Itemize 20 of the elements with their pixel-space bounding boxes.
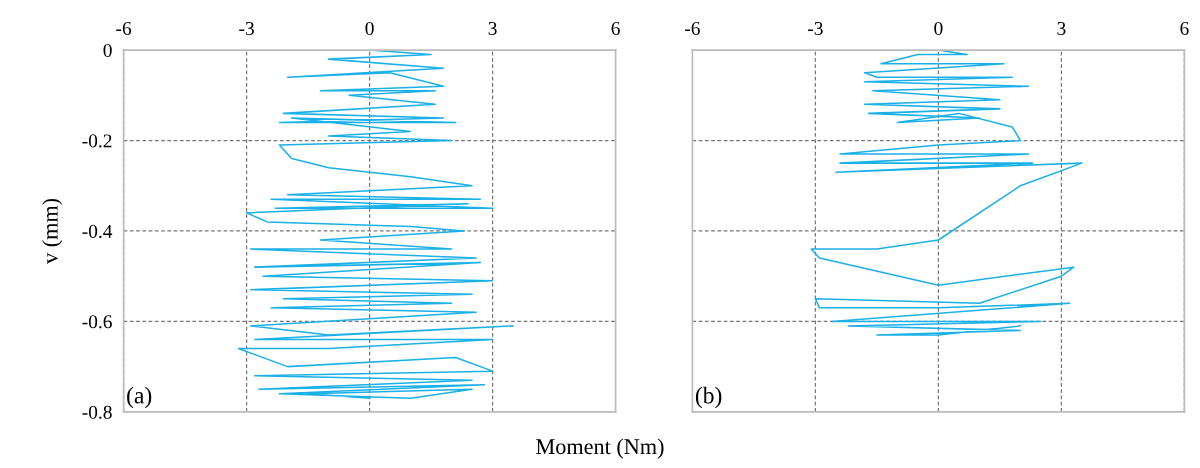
y-tick-label: -0.2 xyxy=(82,134,112,148)
x-tick-label: 6 xyxy=(1180,21,1189,36)
x-tick-label: 0 xyxy=(365,21,374,36)
x-tick-label: -6 xyxy=(116,21,132,36)
y-axis-title: v (mm) xyxy=(42,198,63,264)
annotation: (b) xyxy=(695,386,722,409)
x-tick-label: -3 xyxy=(808,21,823,36)
x-tick-label: 3 xyxy=(1057,21,1066,36)
x-tick-label: 6 xyxy=(611,21,620,36)
x-tick-label: 3 xyxy=(488,21,497,36)
line-series xyxy=(237,50,514,400)
y-tick-label: -0.6 xyxy=(82,315,112,329)
x-tick-label: 0 xyxy=(934,21,943,36)
y-tick-label: -0.8 xyxy=(82,405,112,419)
x-axis-title: Moment (Nm) xyxy=(536,438,664,459)
y-tick-label: -0.4 xyxy=(82,224,113,238)
x-tick-label: -3 xyxy=(239,21,254,36)
x-tick-label: -6 xyxy=(685,21,700,36)
annotation: (a) xyxy=(127,386,152,409)
y-tick-label: 0 xyxy=(103,43,112,58)
